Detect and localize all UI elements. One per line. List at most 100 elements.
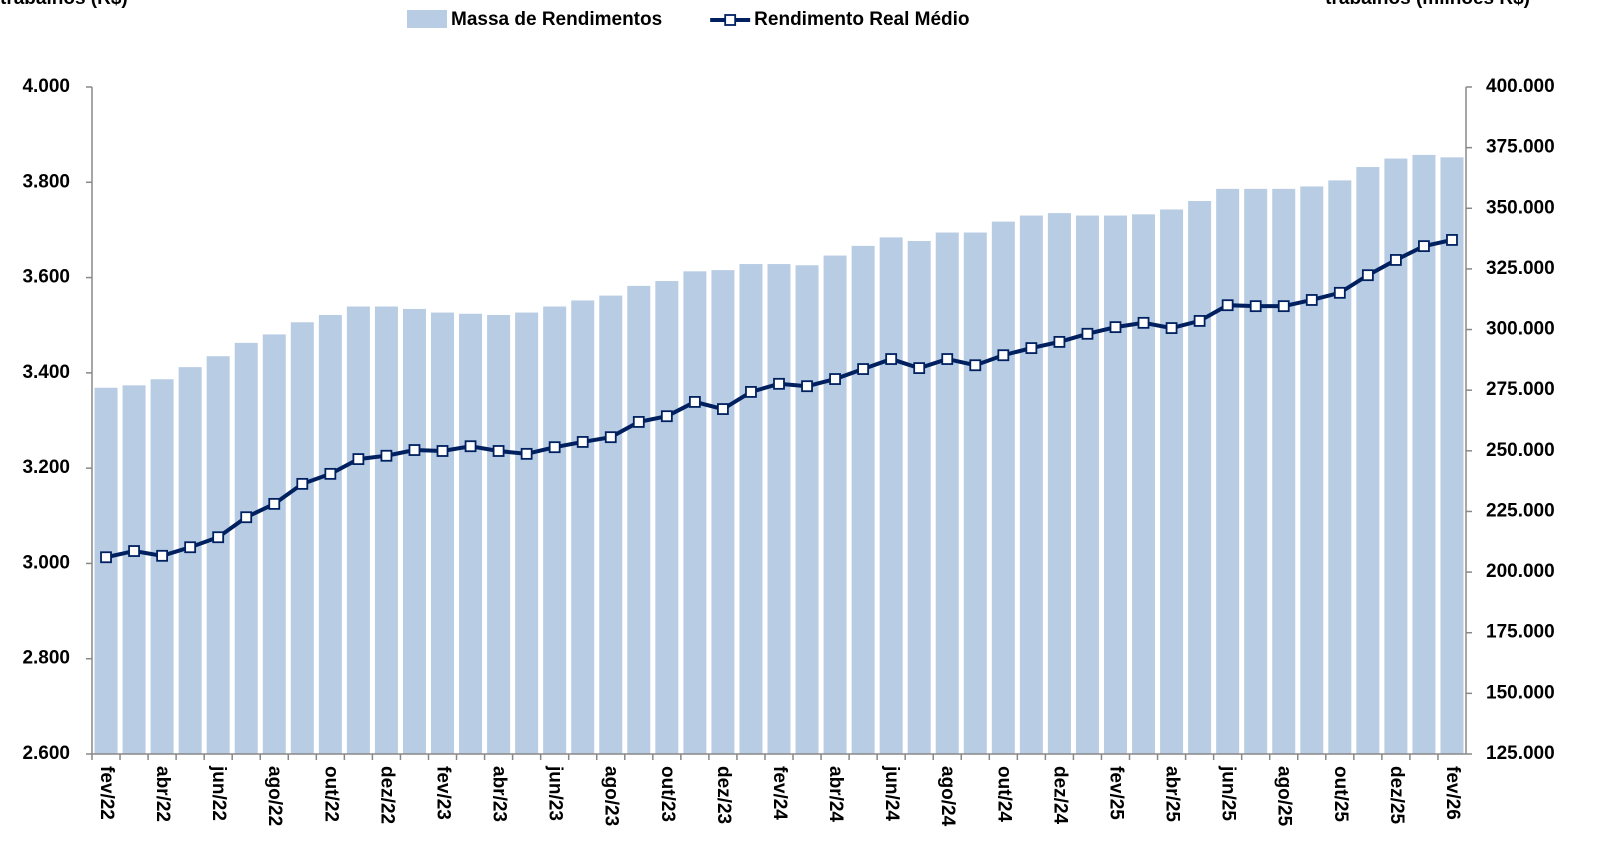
marker — [1333, 286, 1346, 299]
bar — [290, 322, 314, 754]
x-tick-label: jun/23 — [545, 765, 566, 821]
y-tick-label: 2.800 — [22, 648, 70, 669]
marker — [268, 497, 281, 510]
x-tick-label: jun/25 — [1218, 765, 1239, 821]
marker — [801, 380, 813, 393]
y2-tick-label: 125.000 — [1486, 743, 1555, 764]
x-tick-label: ago/23 — [601, 766, 622, 826]
marker — [1081, 327, 1094, 340]
bar — [178, 367, 202, 754]
marker — [997, 349, 1010, 362]
x-tick-label: abr/24 — [825, 766, 846, 822]
bar — [402, 308, 426, 754]
bar — [1188, 200, 1212, 755]
marker — [436, 445, 449, 457]
bar — [711, 270, 735, 754]
marker — [1165, 322, 1178, 334]
bar — [1216, 188, 1240, 755]
marker — [352, 453, 365, 465]
x-tick-label: out/22 — [320, 766, 341, 822]
bar — [991, 221, 1015, 754]
y-tick-label: 2.600 — [22, 743, 70, 764]
marker — [1025, 342, 1038, 354]
legend-swatch — [407, 10, 447, 28]
y2-tick-label: 275.000 — [1486, 379, 1555, 400]
bar — [795, 265, 819, 754]
marker — [969, 359, 982, 372]
y2-tick-label: 200.000 — [1486, 561, 1555, 582]
bar — [459, 313, 483, 754]
marker — [1053, 335, 1066, 348]
marker — [717, 403, 729, 415]
x-tick-label: ago/22 — [264, 766, 285, 826]
marker — [1193, 315, 1206, 327]
bar — [627, 285, 651, 754]
marker — [492, 445, 505, 457]
x-tick-label: dez/23 — [713, 766, 734, 824]
bar — [150, 379, 174, 754]
y2-tick-label: 375.000 — [1486, 137, 1555, 158]
bar — [1356, 167, 1380, 755]
marker — [829, 373, 841, 385]
y-tick-label: 3.600 — [22, 267, 70, 288]
bar — [599, 295, 623, 754]
y2-tick-label: 250.000 — [1486, 440, 1555, 461]
y-tick-label: 4.000 — [22, 76, 70, 97]
marker — [1305, 294, 1318, 306]
marker — [296, 477, 309, 490]
marker — [184, 541, 197, 554]
bar — [1300, 186, 1324, 755]
bar — [487, 314, 511, 754]
marker — [520, 447, 533, 460]
bar — [851, 245, 875, 754]
bar — [1019, 215, 1043, 755]
bar — [1132, 214, 1156, 754]
x-tick-label: abr/23 — [489, 766, 510, 822]
bar — [1440, 157, 1464, 754]
x-tick-label: fev/26 — [1442, 766, 1463, 820]
bar — [1047, 213, 1071, 754]
bar — [907, 241, 931, 754]
marker — [941, 353, 954, 365]
x-tick-label: fev/23 — [432, 766, 453, 820]
marker — [857, 363, 870, 375]
bar — [655, 281, 679, 754]
bar — [739, 264, 763, 754]
x-tick-label: jun/24 — [881, 765, 902, 821]
y2-tick-label: 150.000 — [1486, 682, 1555, 703]
bar — [683, 271, 707, 754]
bar — [767, 264, 791, 754]
bar — [374, 306, 398, 754]
marker — [632, 416, 645, 428]
x-tick-label: fev/22 — [96, 766, 117, 820]
x-tick-label: ago/24 — [937, 766, 958, 827]
bar — [94, 387, 118, 754]
bar — [122, 385, 146, 754]
marker — [1277, 300, 1290, 313]
bar — [571, 300, 595, 754]
bar — [234, 342, 258, 754]
y2-tick-label: 400.000 — [1486, 76, 1555, 97]
marker — [1249, 300, 1262, 313]
bar — [935, 232, 959, 754]
bar — [823, 255, 847, 754]
x-tick-label: dez/22 — [376, 766, 397, 824]
marker — [773, 377, 785, 390]
x-tick-label: out/24 — [993, 766, 1014, 822]
marker — [408, 444, 421, 456]
marker — [212, 531, 225, 544]
x-tick-label: abr/22 — [152, 766, 173, 822]
legend-label: Rendimento Real Médio — [754, 9, 969, 30]
bar — [515, 312, 539, 754]
marker — [688, 396, 701, 408]
y-tick-label: 3.800 — [22, 171, 70, 192]
marker — [324, 467, 337, 480]
y2-tick-label: 175.000 — [1486, 622, 1555, 643]
marker — [1446, 234, 1458, 246]
bar — [1272, 188, 1296, 755]
bar — [1160, 209, 1184, 754]
y2-axis-label: trabalhos (milhões R$) — [1325, 0, 1530, 9]
bar — [262, 334, 286, 754]
y2-tick-label: 325.000 — [1486, 258, 1555, 279]
